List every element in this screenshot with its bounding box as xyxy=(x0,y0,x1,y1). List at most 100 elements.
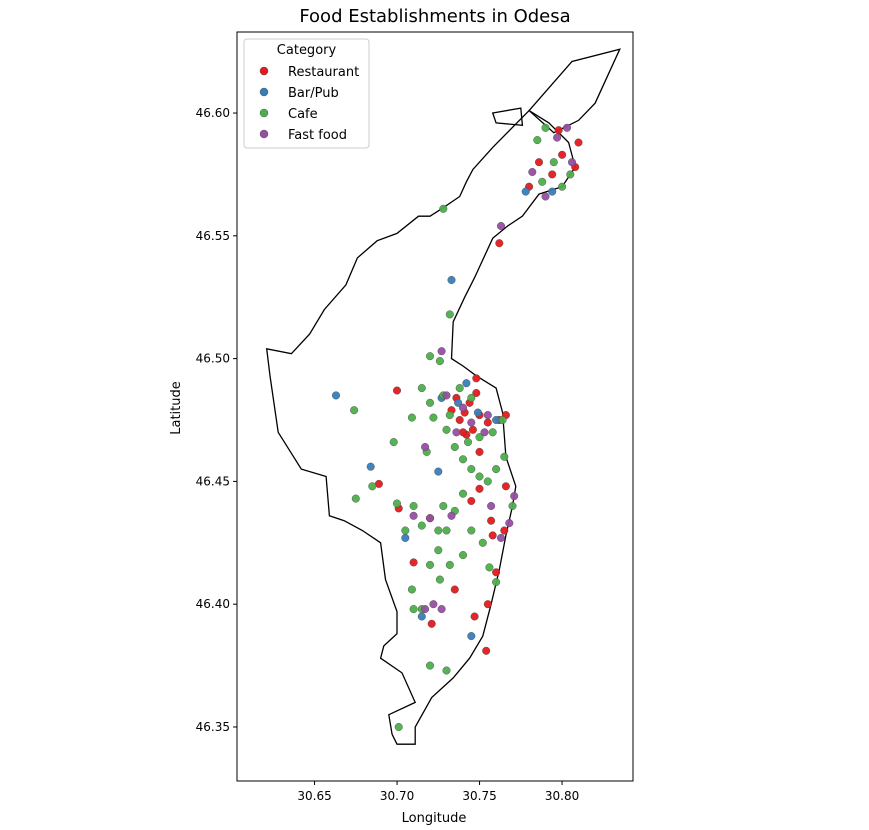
point-bar-pub xyxy=(417,612,426,621)
point-cafe xyxy=(475,433,484,442)
point-fast-food xyxy=(426,514,435,523)
y-tick-label: 46.40 xyxy=(196,597,230,611)
point-cafe xyxy=(442,526,451,535)
point-fast-food xyxy=(541,192,550,201)
point-restaurant xyxy=(468,425,477,434)
point-cafe xyxy=(483,477,492,486)
point-cafe xyxy=(442,666,451,675)
point-fast-food xyxy=(505,519,514,528)
point-cafe xyxy=(500,452,509,461)
point-cafe xyxy=(417,384,426,393)
point-cafe xyxy=(350,406,359,415)
point-fast-food xyxy=(497,221,506,230)
legend: Category Restaurant Bar/Pub Cafe Fast food xyxy=(243,38,370,149)
point-cafe xyxy=(445,310,454,319)
point-restaurant xyxy=(475,447,484,456)
point-cafe xyxy=(467,393,476,402)
point-cafe xyxy=(492,578,501,587)
point-fast-food xyxy=(421,443,430,452)
y-tick-label: 46.50 xyxy=(196,352,230,366)
point-bar-pub xyxy=(473,408,482,417)
point-cafe xyxy=(435,357,444,366)
point-cafe xyxy=(467,526,476,535)
point-fast-food xyxy=(447,511,456,520)
point-fast-food xyxy=(487,502,496,511)
legend-marker-fast-food xyxy=(259,129,269,139)
point-fast-food xyxy=(497,533,506,542)
point-bar-pub xyxy=(366,462,375,471)
point-cafe xyxy=(351,494,360,503)
point-cafe xyxy=(389,438,398,447)
point-bar-pub xyxy=(447,276,456,285)
point-cafe xyxy=(467,465,476,474)
point-restaurant xyxy=(554,126,563,135)
legend-box xyxy=(243,38,370,149)
point-cafe xyxy=(407,413,416,422)
point-restaurant xyxy=(558,150,567,159)
point-restaurant xyxy=(501,482,510,491)
point-bar-pub xyxy=(401,533,410,542)
point-restaurant xyxy=(495,239,504,248)
point-fast-food xyxy=(459,403,468,412)
point-restaurant xyxy=(450,585,459,594)
point-restaurant xyxy=(393,386,402,395)
point-bar-pub xyxy=(332,391,341,400)
point-cafe xyxy=(445,411,454,420)
point-cafe xyxy=(401,526,410,535)
axes-frame xyxy=(236,31,634,782)
point-restaurant xyxy=(470,612,479,621)
point-cafe xyxy=(541,123,550,132)
y-tick-label: 46.60 xyxy=(196,106,230,120)
point-cafe xyxy=(434,546,443,555)
point-cafe xyxy=(434,526,443,535)
point-cafe xyxy=(455,384,464,393)
point-cafe xyxy=(426,352,435,361)
legend-title: Category xyxy=(277,43,337,58)
point-restaurant xyxy=(472,389,481,398)
point-cafe xyxy=(488,428,497,437)
point-fast-food xyxy=(421,605,430,614)
point-cafe xyxy=(492,465,501,474)
point-cafe xyxy=(459,551,468,560)
point-fast-food xyxy=(568,158,577,167)
x-axis-label: Longitude xyxy=(402,811,467,826)
point-restaurant xyxy=(483,600,492,609)
point-restaurant xyxy=(574,138,583,147)
y-axis-label: Latitude xyxy=(169,381,184,435)
point-restaurant xyxy=(488,531,497,540)
point-restaurant xyxy=(427,619,436,628)
point-cafe xyxy=(464,438,473,447)
x-tick-label: 30.75 xyxy=(462,789,496,803)
point-cafe xyxy=(485,563,494,572)
point-restaurant xyxy=(492,568,501,577)
legend-label-cafe: Cafe xyxy=(288,107,318,122)
legend-label-bar-pub: Bar/Pub xyxy=(288,86,339,101)
point-cafe xyxy=(508,502,517,511)
y-tick-label: 46.55 xyxy=(196,229,230,243)
point-bar-pub xyxy=(548,187,557,196)
point-cafe xyxy=(445,560,454,569)
point-restaurant xyxy=(482,646,491,655)
point-cafe xyxy=(394,723,403,732)
point-fast-food xyxy=(563,123,572,132)
point-bar-pub xyxy=(434,467,443,476)
point-cafe xyxy=(442,425,451,434)
legend-marker-cafe xyxy=(259,108,269,118)
x-tick-label: 30.80 xyxy=(545,789,579,803)
legend-marker-restaurant xyxy=(259,66,269,76)
point-bar-pub xyxy=(521,187,530,196)
point-cafe xyxy=(393,499,402,508)
point-restaurant xyxy=(535,158,544,167)
point-restaurant xyxy=(483,418,492,427)
point-cafe xyxy=(558,182,567,191)
point-fast-food xyxy=(467,418,476,427)
point-bar-pub xyxy=(462,379,471,388)
point-fast-food xyxy=(553,133,562,142)
point-cafe xyxy=(498,416,507,425)
point-cafe xyxy=(459,455,468,464)
point-bar-pub xyxy=(454,398,463,407)
point-cafe xyxy=(368,482,377,491)
point-fast-food xyxy=(409,511,418,520)
point-cafe xyxy=(409,502,418,511)
